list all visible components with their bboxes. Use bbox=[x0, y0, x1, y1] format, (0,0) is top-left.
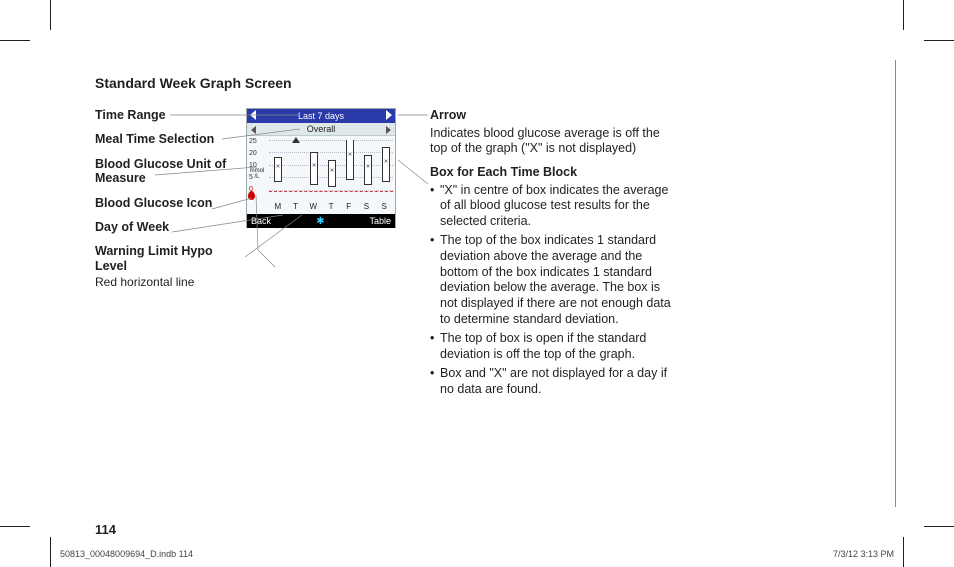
section-title: Standard Week Graph Screen bbox=[95, 75, 292, 91]
data-box: × bbox=[328, 160, 336, 187]
footer-right: 7/3/12 3:13 PM bbox=[833, 549, 894, 559]
arrow-left-icon[interactable] bbox=[250, 110, 256, 120]
data-box: × bbox=[346, 140, 354, 180]
box-heading: Box for Each Time Block bbox=[430, 165, 680, 181]
right-column: Arrow Indicates blood glucose average is… bbox=[430, 108, 680, 402]
time-range-text: Last 7 days bbox=[298, 111, 344, 121]
device-screenshot: Last 7 days Overall 25 20 10 5 0 mmol /L… bbox=[246, 108, 396, 228]
bottom-bar: Back ✱ Table bbox=[247, 214, 395, 228]
data-box: × bbox=[382, 147, 390, 182]
chevron-right-icon[interactable] bbox=[386, 126, 391, 134]
chevron-left-icon[interactable] bbox=[251, 126, 256, 134]
grid-area: × × × × × × bbox=[269, 140, 393, 202]
label-hypo: Warning Limit Hypo Level bbox=[95, 244, 245, 273]
unit-label: mmol /L bbox=[247, 168, 267, 180]
bullet-3: The top of box is open if the standard d… bbox=[430, 331, 680, 362]
graph-plot: 25 20 10 5 0 mmol /L ×××××× MTWTFSS bbox=[247, 136, 395, 214]
time-range-bar[interactable]: Last 7 days bbox=[247, 109, 395, 123]
label-meal-time: Meal Time Selection bbox=[95, 132, 245, 146]
label-icon: Blood Glucose Icon bbox=[95, 196, 245, 210]
hypo-line bbox=[269, 191, 393, 192]
arrow-right-icon[interactable] bbox=[386, 110, 392, 120]
page-number: 114 bbox=[95, 522, 116, 537]
arrow-text: Indicates blood glucose average is off t… bbox=[430, 126, 680, 157]
arrow-icon bbox=[292, 137, 300, 143]
bullet-1: "X" in centre of box indicates the avera… bbox=[430, 183, 680, 230]
data-box: × bbox=[310, 152, 318, 184]
meal-time-text: Overall bbox=[307, 124, 336, 134]
bluetooth-icon: ✱ bbox=[316, 216, 324, 226]
days-row: MTWTFSS bbox=[269, 202, 393, 214]
table-button[interactable]: Table bbox=[369, 216, 391, 226]
label-unit: Blood Glucose Unit of Measure bbox=[95, 157, 245, 186]
label-day: Day of Week bbox=[95, 220, 245, 234]
bullet-2: The top of the box indicates 1 standard … bbox=[430, 233, 680, 327]
arrow-heading: Arrow bbox=[430, 108, 680, 124]
meal-time-bar[interactable]: Overall bbox=[247, 123, 395, 136]
back-button[interactable]: Back bbox=[251, 216, 271, 226]
data-box: × bbox=[274, 157, 282, 182]
left-callouts: Time Range Meal Time Selection Blood Glu… bbox=[95, 108, 245, 289]
label-time-range: Time Range bbox=[95, 108, 245, 122]
data-box: × bbox=[364, 155, 372, 185]
blood-glucose-icon bbox=[248, 191, 255, 200]
footer-left: 50813_00048009694_D.indb 114 bbox=[60, 549, 193, 559]
bullet-4: Box and "X" are not displayed for a day … bbox=[430, 366, 680, 397]
label-hypo-sub: Red horizontal line bbox=[95, 275, 245, 289]
